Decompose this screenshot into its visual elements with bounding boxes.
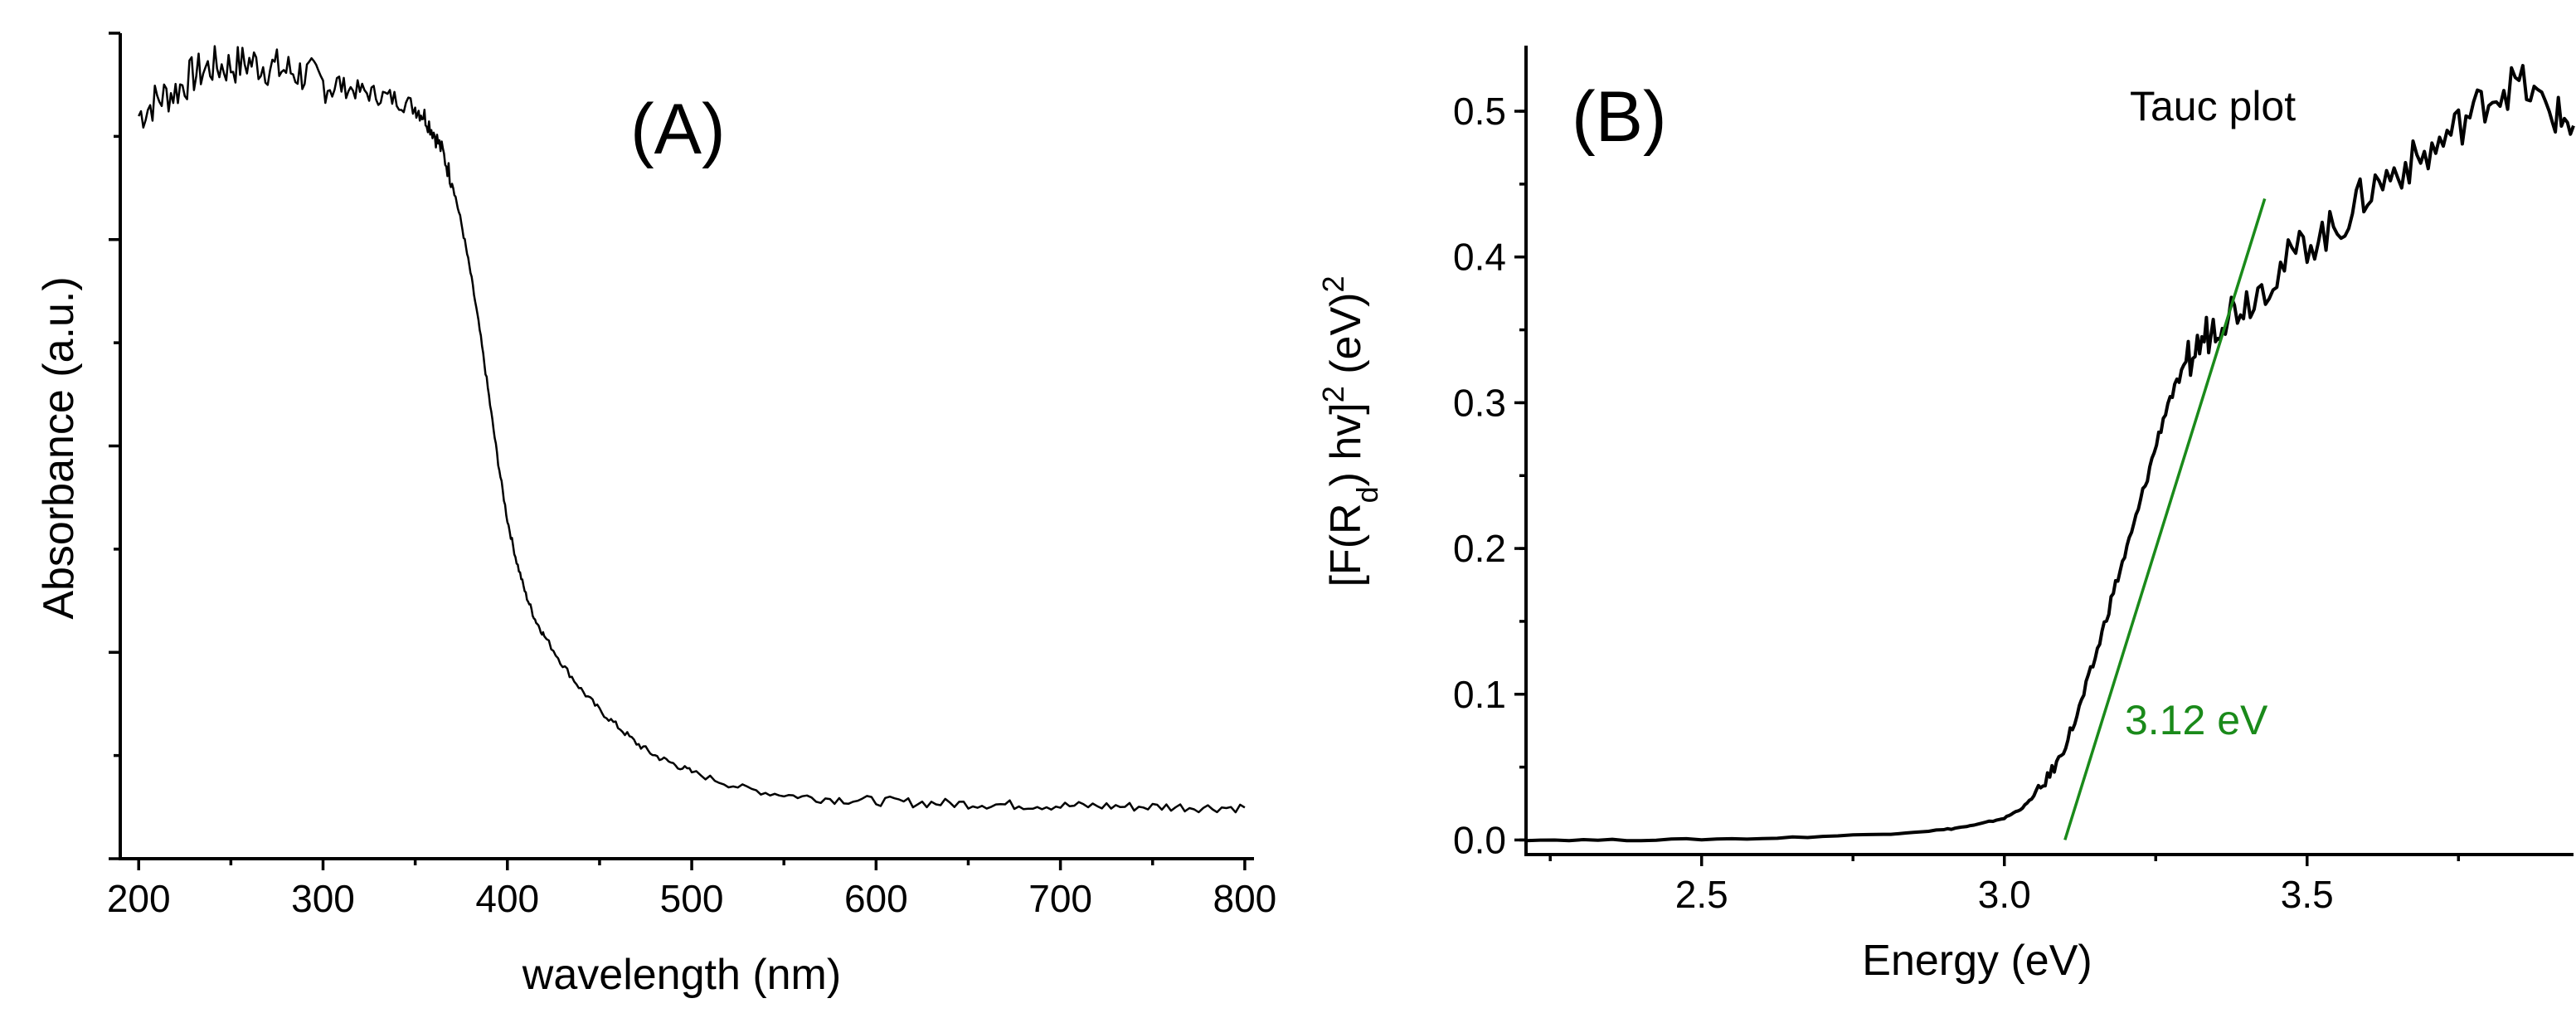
- panel-b-ylabel-tail: (eV): [1322, 293, 1370, 387]
- y-tick-label: 0.3: [1453, 381, 1506, 424]
- x-tick-label: 3.0: [1978, 873, 2031, 916]
- panel-b-ticks: 2.5 3.0 3.5 0.0 0.1 0.2 0.3 0.4 0.5: [1453, 90, 2461, 916]
- panel-a-xlabel: wavelength (nm): [522, 951, 841, 999]
- x-tick-label: 600: [844, 877, 908, 920]
- panel-b-axes: [1524, 46, 2574, 856]
- y-tick-label: 0.0: [1453, 818, 1506, 861]
- b-axis-lines: [1524, 46, 2574, 856]
- panel-b-label: (B): [1572, 77, 1667, 157]
- panel-b-xlabel: Energy (eV): [1862, 937, 2092, 985]
- panel-b-plot-area: [1525, 64, 2575, 843]
- x-tick-label: 500: [660, 877, 724, 920]
- panel-b-bandgap-annotation: 3.12 eV: [2125, 697, 2268, 743]
- x-tick-label: 800: [1213, 877, 1277, 920]
- y-tick-label: 0.5: [1453, 90, 1506, 133]
- panel-a-ticks: 200 300 400 500 600 700 800: [107, 32, 1277, 920]
- panel-b-ylabel-sup: 2: [1316, 386, 1350, 402]
- panel-a-ylabel: Absorbance (a.u.): [35, 276, 83, 619]
- x-tick-label: 300: [291, 877, 355, 920]
- x-tick-label: 700: [1028, 877, 1092, 920]
- panel-b-ylabel-sub: d: [1350, 486, 1384, 503]
- x-tick-label: 2.5: [1675, 873, 1728, 916]
- panel-a: 200 300 400 500 600 700 800 (A) wavelength (nm…: [35, 32, 1277, 999]
- x-tick-label: 200: [107, 877, 171, 920]
- panel-b-ylabel-sup2: 2: [1316, 275, 1350, 292]
- panel-a-label: (A): [630, 90, 726, 169]
- tauc-fit-line: [2063, 197, 2267, 840]
- x-tick-label: 3.5: [2281, 873, 2334, 916]
- y-tick-label: 0.4: [1453, 236, 1506, 279]
- panel-b-ylabel-mid: ) hv]: [1322, 402, 1370, 486]
- panel-b-ylabel-main: [F(R: [1322, 503, 1370, 587]
- data-series-line: [138, 45, 1246, 814]
- y-tick-label: 0.1: [1453, 673, 1506, 716]
- y-tick-label: 0.2: [1453, 527, 1506, 570]
- panel-b-title: Tauc plot: [2130, 83, 2296, 129]
- x-tick-label: 400: [475, 877, 539, 920]
- panel-a-plot-area: [138, 45, 1246, 814]
- data-series-line: [1525, 64, 2575, 843]
- panel-b: 2.5 3.0 3.5 0.0 0.1 0.2 0.3 0.4 0.5 (B) Tauc plo…: [1316, 46, 2575, 985]
- panel-b-ylabel: [F(Rd) hv]2 (eV)2: [1316, 275, 1384, 587]
